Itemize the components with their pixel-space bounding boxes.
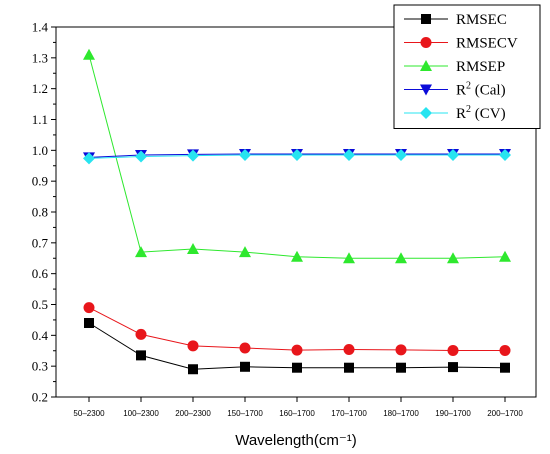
data-point [84, 318, 94, 328]
series-4 [83, 148, 511, 165]
data-point [343, 344, 355, 356]
data-point [135, 150, 147, 163]
legend-swatch-marker [420, 84, 432, 96]
data-point [239, 148, 251, 161]
y-tick-label: 0.5 [32, 297, 48, 312]
legend-label: R2 (Cal) [456, 81, 506, 99]
data-point [187, 243, 199, 254]
data-point [343, 252, 355, 264]
series-1 [83, 302, 511, 356]
legend-label-rest: (CV) [471, 106, 506, 122]
y-tick-label: 1.1 [32, 112, 48, 127]
data-point [395, 252, 407, 264]
data-point [187, 149, 199, 162]
y-tick-label: 0.2 [32, 390, 48, 405]
y-tick-label: 1.2 [32, 81, 48, 96]
legend-label-rest: (Cal) [471, 83, 506, 99]
data-point [499, 344, 511, 356]
data-point [499, 148, 511, 161]
data-point [291, 148, 303, 161]
legend-label: RMSEC [456, 12, 507, 28]
series-line [88, 307, 505, 351]
legend-swatch-marker [420, 107, 432, 119]
x-tick-label: 190–1700 [435, 409, 471, 418]
legend-item: R2 (CV) [404, 104, 506, 122]
legend-label: R2 (CV) [456, 104, 506, 122]
x-tick-label: 170–1700 [331, 409, 367, 418]
data-point [188, 364, 198, 375]
legend-box [393, 4, 541, 129]
data-point [135, 328, 147, 340]
legend-label-sup: 2 [466, 104, 471, 115]
y-tick-label: 1.3 [32, 50, 48, 65]
legend-label-main: R [456, 83, 466, 99]
legend-label-sup: 2 [466, 81, 471, 92]
data-point [135, 246, 147, 258]
data-point [136, 350, 146, 361]
data-point [240, 361, 250, 372]
data-point [83, 152, 95, 165]
x-tick-label: 200–1700 [487, 409, 523, 418]
data-point [344, 362, 354, 373]
legend-label-main: R [456, 106, 466, 122]
data-point [447, 148, 459, 161]
x-tick-label: 50–2300 [73, 409, 105, 418]
x-axis-label: Wavelength(cm⁻¹) [235, 432, 357, 449]
data-point [83, 302, 95, 314]
data-point [292, 362, 302, 373]
x-axis: 50–2300 100–2300 200–2300 150–1700 160–1700 1… [73, 397, 523, 418]
series-2 [83, 48, 511, 264]
x-tick-label: 100–2300 [123, 409, 159, 418]
y-tick-label: 1.4 [32, 20, 49, 35]
y-tick-label: 0.7 [32, 235, 49, 250]
y-tick-label: 0.3 [32, 359, 48, 374]
series-layer [83, 48, 511, 375]
legend-item: RMSECV [404, 36, 518, 52]
data-point [447, 252, 459, 264]
legend-swatch-marker [420, 60, 432, 71]
x-tick-label: 160–1700 [279, 409, 315, 418]
legend-label: RMSECV [456, 36, 518, 52]
data-point [447, 344, 459, 356]
data-point [187, 340, 199, 352]
legend-item: RMSEC [404, 12, 507, 28]
data-point [239, 342, 251, 354]
data-point [448, 362, 458, 373]
y-tick-label: 0.9 [32, 174, 48, 189]
y-tick-label: 0.8 [32, 205, 48, 220]
data-point [395, 148, 407, 161]
data-point [291, 344, 303, 356]
data-point [239, 246, 251, 258]
data-point [500, 362, 510, 373]
y-axis: 0.2 0.3 0.4 0.5 0.6 0.7 0.8 0.9 1.0 1.1 1.2 1.3 1.4 [32, 20, 56, 405]
legend-item: RMSEP [404, 59, 505, 75]
data-point [83, 48, 95, 60]
legend-swatch-marker [420, 37, 432, 48]
data-point [396, 362, 406, 373]
legend-label: RMSEP [456, 59, 505, 75]
legend-swatch-marker [421, 14, 431, 24]
data-point [343, 148, 355, 161]
x-tick-label: 200–2300 [175, 409, 211, 418]
y-tick-label: 0.4 [32, 328, 49, 343]
y-tick-label: 1.0 [32, 143, 48, 158]
legend-item: R2 (Cal) [404, 81, 506, 99]
data-point [291, 250, 303, 262]
y-tick-label: 0.6 [32, 266, 49, 281]
series-0 [84, 318, 510, 375]
data-point [395, 344, 407, 356]
x-tick-label: 150–1700 [227, 409, 263, 418]
data-point [499, 250, 511, 262]
x-tick-label: 180–1700 [383, 409, 419, 418]
